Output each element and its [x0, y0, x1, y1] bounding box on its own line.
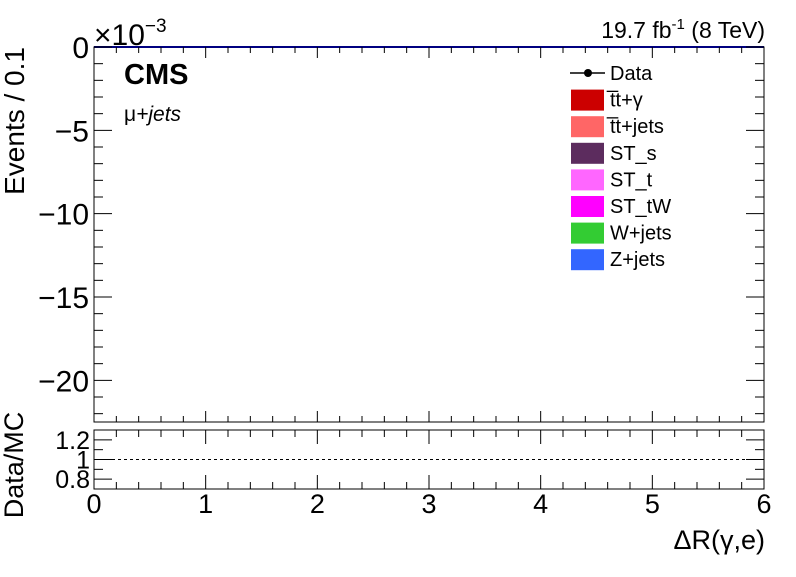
- x-tick-label: 2: [310, 489, 325, 519]
- y-axis-label: Events / 0.1: [0, 47, 30, 195]
- cms-label: CMS: [124, 59, 188, 91]
- legend-label: Data: [610, 63, 653, 85]
- legend-swatch: [571, 249, 604, 271]
- legend-label: t̅t+jets: [607, 116, 664, 138]
- main-y-tick-label: 0: [72, 32, 89, 65]
- ratio-x-ticks: 0 1 2 3 4 5 6: [86, 430, 772, 519]
- lumi-energy: (8 TeV): [685, 17, 765, 43]
- ratio-y-tick-label: 1.2: [55, 427, 90, 455]
- y-axis-multiplier: ×10−3: [94, 16, 167, 52]
- x-tick-label: 4: [533, 489, 548, 519]
- lumi-exponent: -1: [672, 16, 685, 33]
- main-y-ticks: 0 −5 −10 −15 −20: [38, 32, 764, 415]
- legend-swatch: [571, 142, 604, 164]
- main-y-tick-label: −20: [38, 365, 89, 398]
- channel-mu: μ: [124, 103, 136, 126]
- legend-label: ST_t: [610, 169, 653, 191]
- legend-swatch: [571, 222, 604, 244]
- main-y-tick-label: −10: [38, 199, 89, 232]
- ratio-y-axis-label: Data/MC: [0, 412, 29, 519]
- x-tick-label: 6: [756, 489, 771, 519]
- legend-data-marker: [584, 69, 592, 77]
- legend-label: W+jets: [610, 223, 672, 245]
- x-tick-label: 0: [86, 489, 101, 519]
- legend-swatch: [571, 116, 604, 138]
- x-axis-label: ΔR(γ,e): [673, 525, 765, 555]
- main-y-tick-label: −15: [38, 282, 89, 315]
- main-x-ticks: [93, 47, 765, 422]
- legend: Data t̅t+γ t̅t+jets ST_s ST_t ST_tW W+jets Z+je…: [570, 63, 672, 271]
- multiplier-exponent: −3: [145, 16, 167, 37]
- legend-label: Z+jets: [610, 249, 665, 271]
- ratio-y-tick-label: 1: [76, 447, 90, 475]
- multiplier-base: ×10: [94, 19, 145, 52]
- ratio-y-ticks: 0.811.2: [55, 427, 764, 494]
- channel-label: μ+jets: [124, 103, 182, 126]
- main-y-tick-label: −5: [55, 115, 89, 148]
- x-tick-label: 5: [645, 489, 660, 519]
- legend-label: ST_tW: [610, 196, 671, 218]
- ratio-y-tick-label: 0.8: [55, 466, 90, 494]
- legend-swatch: [571, 169, 604, 191]
- x-tick-label: 1: [198, 489, 213, 519]
- x-tick-label: 3: [421, 489, 436, 519]
- channel-rest: +jets: [136, 103, 181, 126]
- legend-swatch: [571, 89, 604, 111]
- luminosity-label: 19.7 fb-1 (8 TeV): [601, 16, 765, 43]
- lumi-value: 19.7 fb: [601, 17, 671, 43]
- legend-label: ST_s: [610, 143, 657, 165]
- legend-label: t̅t+γ: [607, 89, 643, 111]
- legend-swatch: [571, 196, 604, 217]
